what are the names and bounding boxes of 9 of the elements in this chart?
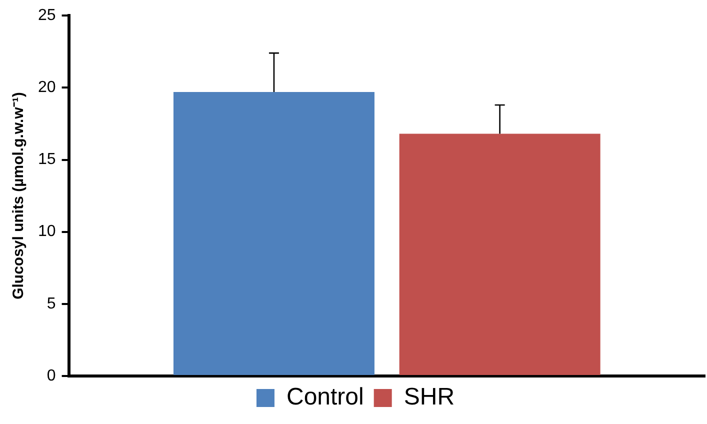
y-axis-title: Glucosyl units (µmol.g.w.w⁻¹)	[10, 92, 28, 300]
y-tick-label: 15	[38, 151, 56, 168]
y-tick-label: 25	[38, 7, 56, 24]
y-tick-label: 10	[38, 223, 56, 240]
legend-label: Control	[286, 384, 364, 411]
y-tick-label: 0	[46, 367, 56, 384]
legend-label: SHR	[404, 384, 455, 411]
y-tick-label: 20	[38, 79, 56, 96]
y-tick-label: 5	[46, 295, 56, 312]
